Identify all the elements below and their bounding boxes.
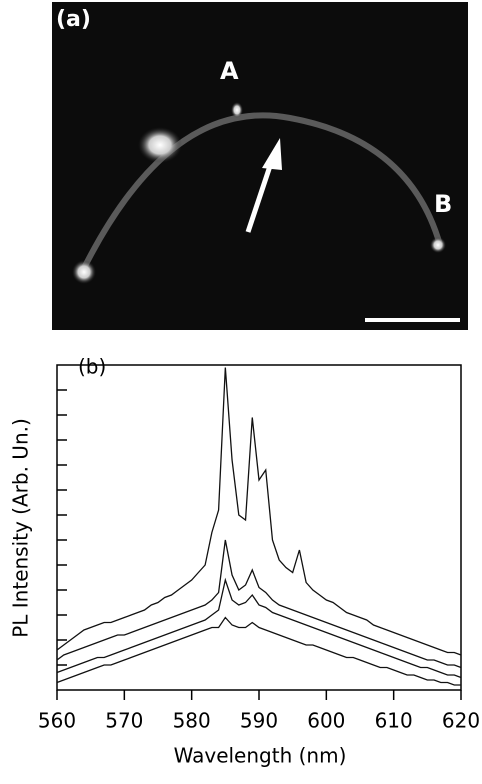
x-tick-label: 580 — [173, 709, 211, 733]
x-tick-label: 620 — [442, 709, 480, 733]
y-axis-label: PL Intensity (Arb. Un.) — [9, 418, 33, 638]
x-tick-label: 600 — [307, 709, 345, 733]
spectrum-line — [56, 367, 462, 656]
arrow-head — [262, 138, 282, 170]
panel-label: (b) — [78, 355, 106, 379]
spectrum-line — [56, 616, 461, 686]
spot-a — [231, 102, 243, 118]
panel-label: (a) — [56, 7, 91, 32]
end-spot — [72, 260, 96, 284]
photo — [52, 2, 468, 330]
spectrum-line — [56, 539, 462, 669]
photo-panel: (a) A B — [52, 2, 468, 330]
wire — [79, 112, 443, 274]
x-tick-label: 560 — [38, 709, 76, 733]
bright-spot — [138, 127, 182, 163]
spectrum-line — [56, 577, 462, 679]
x-tick-label: 610 — [375, 709, 413, 733]
arrow-shaft — [245, 159, 275, 233]
point-label: B — [434, 190, 452, 218]
plot-frame — [56, 364, 462, 691]
x-tick-label: 570 — [105, 709, 143, 733]
point-label: A — [220, 57, 239, 85]
x-tick-label: 590 — [240, 709, 278, 733]
spot-b — [430, 237, 446, 253]
x-axis-label: Wavelength (nm) — [174, 744, 347, 768]
